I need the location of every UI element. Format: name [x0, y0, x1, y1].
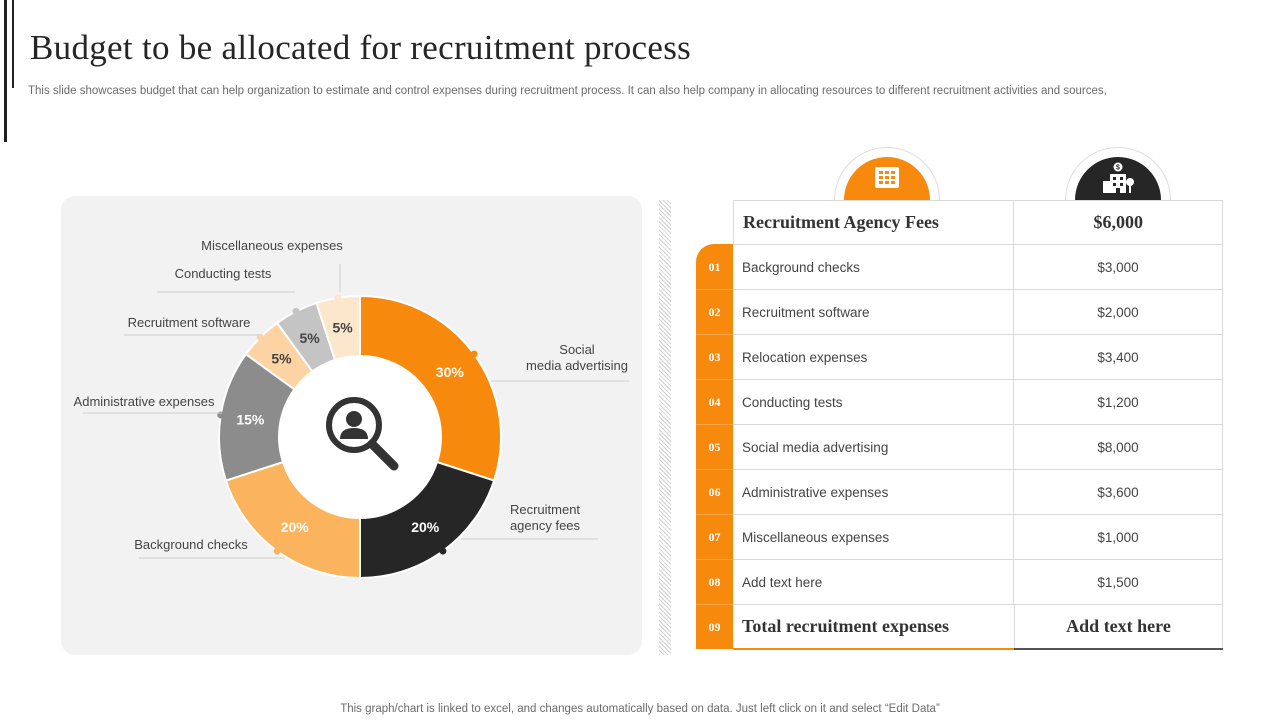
row-number: 05 — [696, 425, 733, 470]
leader-dot — [470, 350, 478, 358]
building-icon — [875, 167, 899, 188]
table-row: Social media advertising $8,000 — [733, 425, 1223, 470]
accent-bar — [4, 0, 7, 142]
row-name: Recruitment software — [733, 290, 1014, 334]
table-row: Relocation expenses $3,400 — [733, 335, 1223, 380]
total-value: Add text here — [1014, 605, 1223, 648]
donut-slice[interactable] — [359, 294, 502, 482]
row-number: 03 — [696, 335, 733, 380]
slice-percent-label: 20% — [281, 519, 310, 535]
header-name: Recruitment Agency Fees — [734, 201, 1015, 244]
footer-note: This graph/chart is linked to excel, and… — [340, 703, 940, 715]
row-name: Social media advertising — [733, 425, 1014, 469]
row-value: $1,000 — [1014, 515, 1223, 559]
row-number: 07 — [696, 515, 733, 560]
slice-percent-label: 5% — [271, 351, 292, 367]
slice-category-label: Miscellaneous expenses — [201, 238, 343, 253]
table-header-row: Recruitment Agency Fees $6,000 — [733, 200, 1223, 245]
row-value: $8,000 — [1014, 425, 1223, 469]
total-name: Total recruitment expenses — [742, 616, 949, 636]
number-column — [696, 244, 733, 649]
row-number: 02 — [696, 290, 733, 335]
total-underline-orange — [733, 648, 1014, 650]
page-title: Budget to be allocated for recruitment p… — [30, 28, 692, 67]
leader-dot — [292, 307, 300, 315]
leader-dot — [439, 547, 447, 555]
row-value: $3,400 — [1014, 335, 1223, 379]
slice-percent-label: 5% — [333, 319, 354, 335]
row-number: 01 — [696, 245, 733, 290]
leader-dot — [334, 294, 342, 302]
office-icon-badge: $ — [1065, 147, 1171, 200]
table-row: Miscellaneous expenses $1,000 — [733, 515, 1223, 560]
donut-chart[interactable]: 30% Social media advertising 20% Recruitment… — [61, 196, 642, 655]
row-number: 04 — [696, 380, 733, 425]
svg-text:$: $ — [1116, 165, 1120, 172]
row-number: 06 — [696, 470, 733, 515]
total-underline-dark — [1014, 648, 1223, 650]
row-value: $1,500 — [1014, 560, 1223, 604]
slice-percent-label: 30% — [436, 364, 465, 380]
page-subtitle: This slide showcases budget that can hel… — [28, 85, 1107, 97]
chart-panel: 30% Social media advertising 20% Recruitment… — [61, 196, 642, 655]
row-name: Add text here — [733, 560, 1014, 604]
table-row: Recruitment software $2,000 — [733, 290, 1223, 335]
leader-dot — [273, 547, 281, 555]
row-name: Administrative expenses — [733, 470, 1014, 514]
slice-category-label: Recruitment software — [128, 315, 251, 330]
slice-category-label: Administrative expenses — [74, 394, 215, 409]
leader-dot — [256, 333, 264, 341]
slice-category-label: Background checks — [134, 537, 248, 552]
slice-category-label: Conducting tests — [175, 266, 272, 281]
building-icon-badge — [834, 147, 940, 200]
table-row: Add text here $1,500 — [733, 560, 1223, 605]
row-value: $1,200 — [1014, 380, 1223, 424]
divider — [659, 200, 671, 655]
slice-percent-label: 15% — [236, 412, 265, 428]
row-value: $3,000 — [1014, 245, 1223, 289]
accent-bar-secondary — [12, 0, 14, 88]
row-value: $3,600 — [1014, 470, 1223, 514]
table-row: Administrative expenses $3,600 — [733, 470, 1223, 515]
table-row: Conducting tests $1,200 — [733, 380, 1223, 425]
header-value: $6,000 — [1014, 201, 1223, 244]
leader-dot — [217, 411, 225, 419]
row-name: Conducting tests — [733, 380, 1014, 424]
slice-percent-label: 5% — [299, 330, 320, 346]
slice-percent-label: 20% — [411, 519, 440, 535]
office-icon: $ — [1103, 162, 1134, 193]
slice-category-label: Social media advertising — [526, 342, 628, 373]
table-row: Background checks $3,000 — [733, 245, 1223, 290]
search-user-icon — [326, 397, 399, 471]
row-value: $2,000 — [1014, 290, 1223, 334]
row-number: 08 — [696, 560, 733, 605]
row-name: Background checks — [733, 245, 1014, 289]
table-total-row: Total recruitment expenses Add text here — [733, 605, 1223, 648]
row-name: Relocation expenses — [733, 335, 1014, 379]
row-name: Miscellaneous expenses — [733, 515, 1014, 559]
row-number: 09 — [708, 620, 721, 634]
slice-category-label: Recruitment agency fees — [510, 502, 581, 533]
